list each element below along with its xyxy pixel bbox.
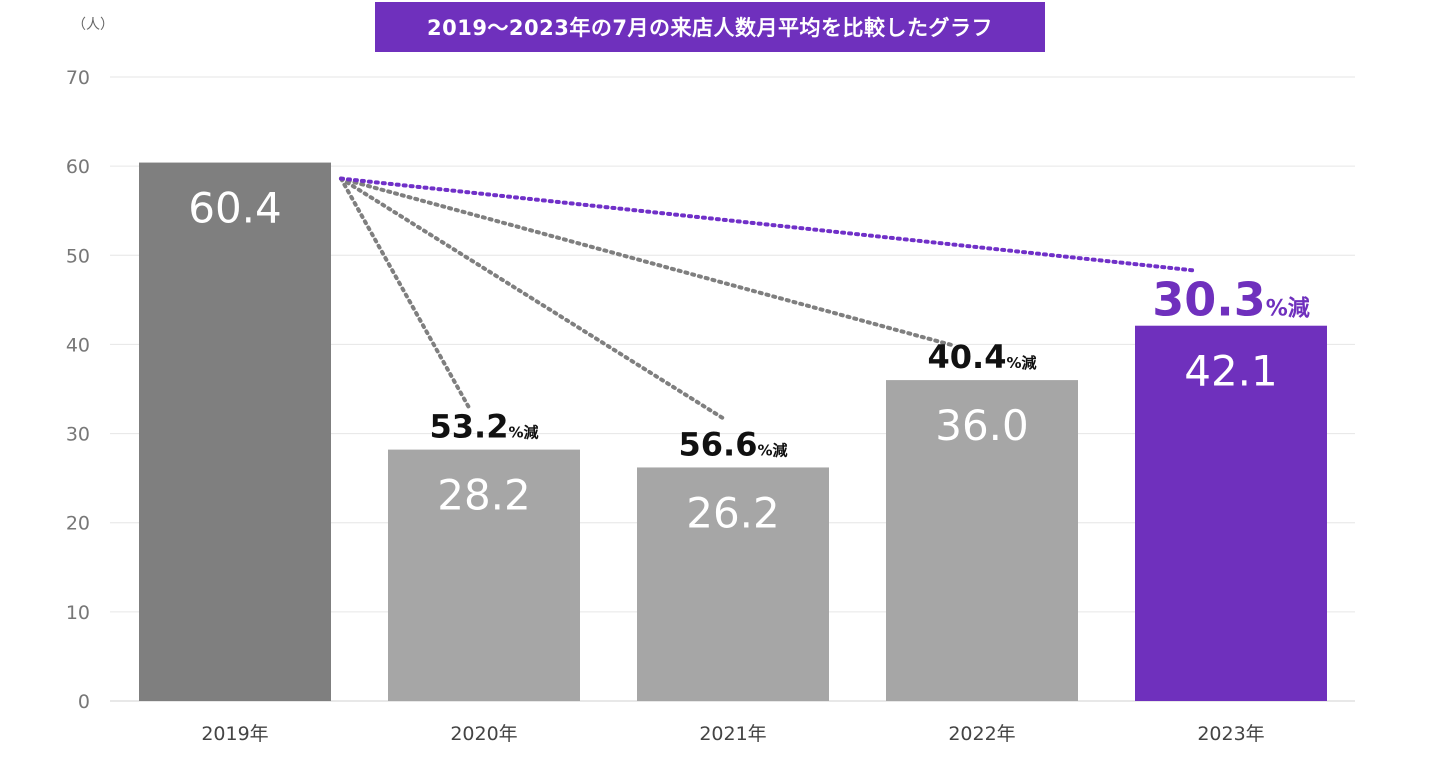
chart-title: 2019〜2023年の7月の来店人数月平均を比較したグラフ — [426, 16, 993, 40]
bar — [388, 449, 580, 701]
x-tick-label: 2023年 — [1197, 723, 1264, 745]
bar-value-label: 26.2 — [686, 488, 780, 537]
bar-value-label: 42.1 — [1184, 347, 1278, 396]
decrease-percent-value: 30.3 — [1152, 273, 1266, 327]
y-tick-label: 20 — [66, 513, 90, 535]
x-tick-label: 2022年 — [948, 723, 1015, 745]
bar — [139, 162, 331, 701]
y-axis-unit-label: （人） — [72, 17, 114, 33]
decrease-annotation: 53.2%減 — [430, 408, 539, 446]
y-tick-label: 10 — [66, 602, 90, 624]
connector-line — [339, 176, 471, 410]
y-tick-label: 0 — [78, 691, 90, 713]
connector-line — [339, 176, 954, 348]
decrease-annotation: 56.6%減 — [679, 425, 788, 463]
decrease-annotation: 30.3%減 — [1152, 273, 1310, 327]
connector-line — [339, 176, 1198, 273]
decrease-percent-value: 40.4 — [928, 338, 1007, 376]
bar — [637, 467, 829, 701]
y-tick-label: 40 — [66, 334, 90, 356]
y-tick-label: 60 — [66, 156, 90, 178]
x-tick-label: 2020年 — [450, 723, 517, 745]
decrease-percent-suffix: %減 — [508, 424, 538, 442]
decrease-percent-suffix: %減 — [1266, 297, 1310, 322]
bar — [1135, 325, 1327, 701]
chart-title-box: 2019〜2023年の7月の来店人数月平均を比較したグラフ — [375, 2, 1045, 52]
decrease-percent-suffix: %減 — [757, 441, 787, 459]
bar-value-label: 60.4 — [188, 184, 282, 233]
x-tick-label: 2019年 — [201, 723, 268, 745]
decrease-annotation: 40.4%減 — [928, 338, 1037, 376]
y-tick-label: 70 — [66, 67, 90, 89]
y-tick-label: 30 — [66, 424, 90, 446]
x-tick-label: 2021年 — [699, 723, 766, 745]
decrease-percent-value: 56.6 — [679, 425, 758, 463]
bar-value-label: 28.2 — [437, 471, 531, 520]
decrease-percent-suffix: %減 — [1006, 354, 1036, 372]
bar — [886, 380, 1078, 701]
y-tick-label: 50 — [66, 245, 90, 267]
connector-line — [339, 176, 727, 422]
bar-value-label: 36.0 — [935, 401, 1029, 450]
decrease-percent-value: 53.2 — [430, 408, 509, 446]
